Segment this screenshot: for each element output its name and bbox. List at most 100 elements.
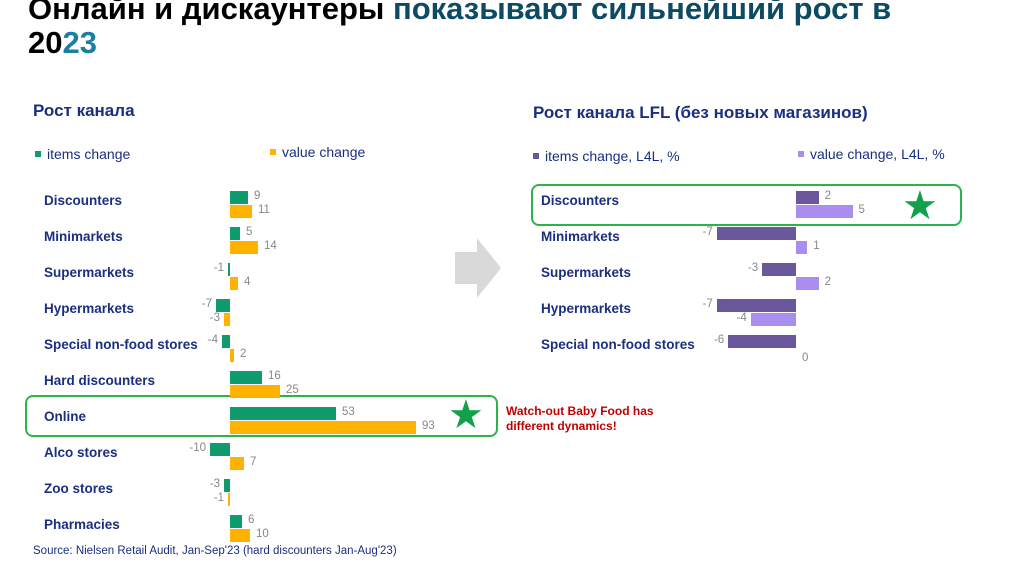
category-label: Alco stores [44,445,118,460]
bar [230,421,416,434]
category-label: Special non-food stores [541,337,695,352]
data-label: 2 [824,276,831,288]
data-label: 93 [422,420,435,432]
title-part: показывают сильнейший рост в [392,0,892,26]
data-label: -7 [702,298,713,310]
legend-label: value change [282,144,366,160]
bar [796,205,853,218]
bar [750,313,796,326]
left-chart-title: Рост канала [33,101,135,120]
bar [230,385,280,398]
legend-label: value change, L4L, % [810,146,945,162]
legend-swatch [35,151,41,157]
category-label: Hypermarkets [541,301,632,316]
bar [230,205,252,218]
bar [230,241,258,254]
bar [230,349,234,362]
data-label: -4 [207,334,218,346]
category-label: Pharmacies [44,517,120,532]
category-label: Special non-food stores [44,337,198,352]
data-label: -3 [209,312,220,324]
legend-lfl-value: value change, L4L, % [798,146,945,162]
data-label: -6 [713,334,725,346]
bar [230,277,238,290]
data-label: -1 [213,262,224,274]
data-label: -3 [747,262,759,274]
bar [224,313,230,326]
data-label: -4 [736,312,747,324]
legend-swatch [798,151,804,157]
category-label: Supermarkets [44,265,135,280]
bar [230,371,262,384]
source-note: Source: Nielsen Retail Audit, Jan-Sep'23… [33,545,397,557]
data-label: 10 [256,528,269,540]
title-part: 23 [62,25,97,60]
star-icon: ★ [902,184,938,228]
data-label: -10 [189,442,206,454]
data-label: 5 [246,226,253,238]
data-label: 53 [342,406,355,418]
bar [210,443,230,456]
bar [230,407,336,420]
category-label: Minimarkets [44,229,123,244]
data-label: -3 [209,478,220,490]
category-label: Supermarkets [541,265,632,280]
bar [230,457,244,470]
data-label: 11 [258,204,270,216]
data-label: 9 [254,190,261,202]
title-part: Онлайн и дискаунтеры [28,0,393,26]
slide-title: Онлайн и дискаунтеры показывают сильнейш… [28,0,988,60]
title-part: 20 [28,25,63,60]
data-label: 5 [858,204,865,216]
data-label: -1 [213,492,224,504]
data-label: 2 [240,348,247,360]
legend-label: items change, L4L, % [545,148,680,164]
bar [796,191,819,204]
bar [728,335,796,348]
bar [222,335,230,348]
data-label: 16 [268,370,281,382]
bar [230,227,240,240]
data-label: 1 [813,240,820,252]
data-label: 2 [824,190,831,202]
bar [762,263,796,276]
legend-lfl-items: items change, L4L, % [533,148,680,164]
data-label: 6 [248,514,255,526]
bar [228,263,230,276]
bar [224,479,230,492]
bar [716,299,796,312]
legend-swatch [533,153,539,159]
arrow-right-icon [455,238,501,298]
discounters-highlight-box [531,184,962,226]
bar [228,493,230,506]
category-label: Online [44,409,87,424]
legend-swatch [270,149,276,155]
category-label: Hypermarkets [44,301,135,316]
bar [716,227,796,240]
legend-items: items change [35,146,130,162]
legend-label: items change [47,146,131,162]
legend-value: value change [270,144,365,160]
data-label: 7 [250,456,257,468]
data-label: -7 [201,298,212,310]
category-label: Zoo stores [44,481,114,496]
data-label: 0 [802,352,809,364]
bar [216,299,230,312]
bar [796,277,819,290]
category-label: Minimarkets [541,229,620,244]
bar [230,191,248,204]
baby-food-note: Watch-out Baby Food has different dynami… [506,404,654,433]
data-label: 14 [264,240,277,252]
data-label: 4 [244,276,251,288]
bar [230,515,242,528]
data-label: -7 [702,226,713,238]
category-label: Hard discounters [44,373,156,388]
category-label: Discounters [541,193,620,208]
right-chart-title: Рост канала LFL (без новых магазинов) [533,103,868,122]
bar [230,529,250,542]
star-icon: ★ [448,393,484,437]
data-label: 25 [286,384,299,396]
bar [796,241,808,254]
category-label: Discounters [44,193,123,208]
